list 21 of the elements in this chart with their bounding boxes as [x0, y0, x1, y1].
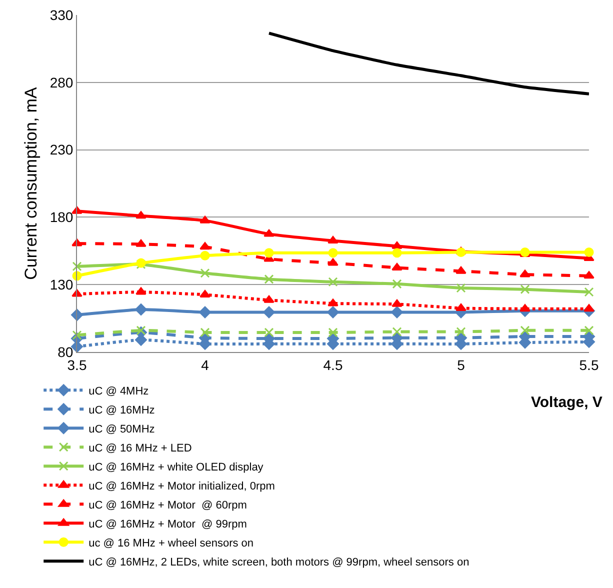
x-axis-title: Voltage, V	[531, 394, 602, 411]
x-tick-label: 4	[201, 356, 210, 373]
legend-label: uC @ 16MHz + Motor initialized, 0rpm	[88, 480, 275, 492]
legend-label: uC @ 16MHz + white OLED display	[88, 461, 264, 474]
legend-label: uC @ 16MHz, 2 LEDs, white screen, both motors @ 99rpm, wheel sensors on	[88, 556, 470, 568]
y-tick-label: 130	[50, 276, 74, 292]
x-tick-label: 5.5	[579, 356, 599, 373]
legend-label: uC @ 4MHz	[88, 385, 149, 398]
y-axis-title: Current consumption, mA	[21, 86, 40, 280]
y-tick-label: 180	[50, 209, 74, 226]
legend-label: uC @ 16MHz + Motor @ 60rpm	[88, 499, 247, 512]
y-tick-label: 230	[50, 142, 74, 158]
legend-label: uc @ 16 MHz + wheel sensors on	[88, 537, 254, 550]
legend-label: uC @ 16 MHz + LED	[88, 442, 192, 454]
y-tick-label: 280	[50, 74, 74, 90]
legend-label: uC @ 16MHz + Motor @ 99rpm	[88, 518, 247, 530]
x-tick-label: 4.5	[323, 356, 343, 373]
legend-label: uC @ 16MHz	[88, 404, 155, 416]
legend-label: uC @ 50MHz	[88, 423, 155, 436]
x-tick-label: 5	[457, 356, 466, 373]
y-tick-label: 330	[50, 6, 74, 23]
